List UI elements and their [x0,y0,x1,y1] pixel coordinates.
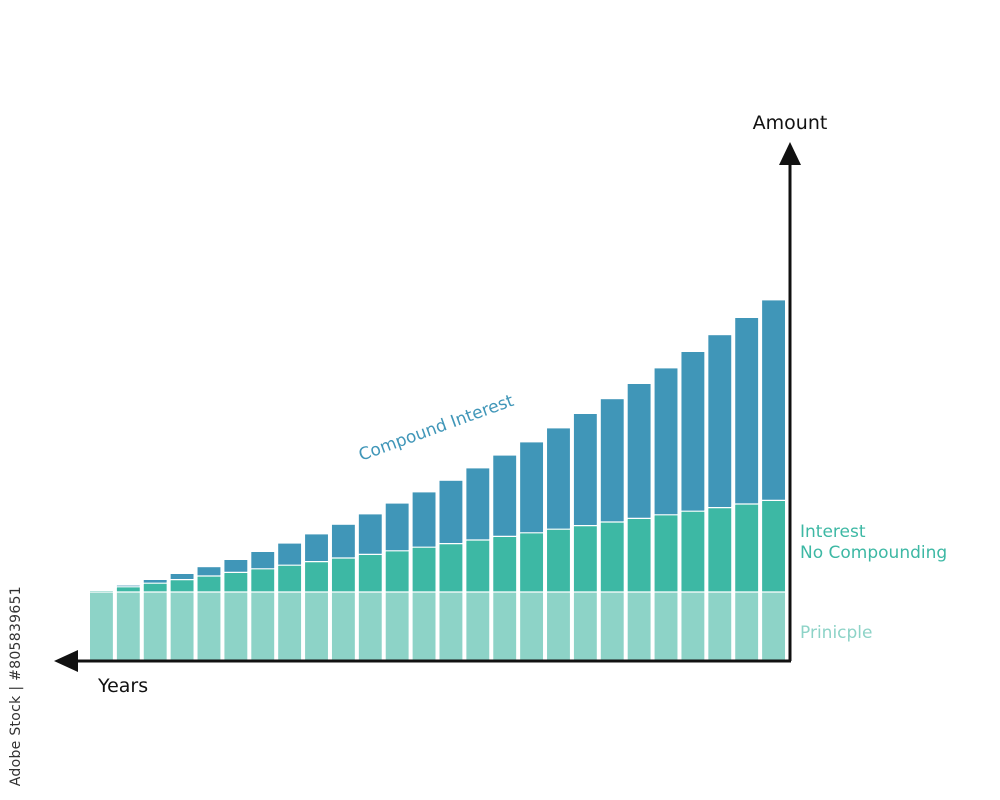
bar-simple-interest-8 [278,565,302,592]
watermark-text: Adobe Stock | #805839651 [8,585,24,786]
bar-compound-interest-12 [385,503,409,551]
bar-compound-interest-22 [654,368,678,515]
bar-compound-interest-6 [224,560,248,573]
bar-compound-interest-11 [358,514,382,555]
bar-compound-interest-19 [573,414,597,526]
bar-principle-7 [251,592,275,660]
bar-compound-interest-18 [547,428,570,530]
bar-principle-16 [493,592,517,660]
bar-simple-interest-26 [762,500,785,592]
bar-compound-interest-13 [412,492,436,548]
bar-compound-interest-23 [681,352,705,512]
bar-principle-19 [573,592,597,660]
x-axis-title: Years [97,675,148,697]
bar-compound-interest-16 [493,455,517,537]
bar-simple-interest-16 [493,536,517,592]
bar-principle-24 [708,592,732,660]
bar-compound-interest-21 [627,384,651,519]
segment-boundary-2 [90,499,785,592]
y-axis-arrow-icon [779,142,801,165]
bar-simple-interest-25 [735,504,759,592]
bar-simple-interest-13 [412,547,436,592]
bar-principle-11 [358,592,382,660]
bar-simple-interest-3 [143,583,167,592]
bar-simple-interest-4 [170,579,194,592]
bar-principle-22 [654,592,678,660]
bar-compound-interest-9 [305,534,328,562]
bars-group [90,300,785,660]
y-axis-title: Amount [753,112,828,134]
bar-compound-interest-4 [170,574,194,580]
bar-principle-12 [385,592,409,660]
bar-compound-interest-26 [762,300,785,501]
bar-simple-interest-12 [385,550,409,592]
series-label-no-compounding: No Compounding [800,543,947,563]
bar-simple-interest-19 [573,525,597,592]
bar-compound-interest-25 [735,318,759,504]
bar-compound-interest-17 [520,442,544,533]
bar-principle-3 [143,592,167,660]
bar-simple-interest-10 [331,558,355,592]
bar-principle-14 [439,592,463,660]
bar-principle-21 [627,592,651,660]
bar-simple-interest-20 [600,522,624,592]
x-axis-arrow-icon [54,650,78,672]
bar-principle-26 [762,592,785,660]
bar-simple-interest-21 [627,518,651,592]
bar-simple-interest-1 [90,590,113,592]
bar-compound-interest-5 [197,567,221,576]
bar-simple-interest-22 [654,514,678,592]
bar-simple-interest-9 [305,561,328,592]
bar-principle-13 [412,592,436,660]
bar-simple-interest-23 [681,511,705,592]
bar-simple-interest-2 [116,586,140,592]
series-label-principle: Prinicple [800,623,872,643]
bar-principle-25 [735,592,759,660]
bar-simple-interest-7 [251,568,275,592]
bar-principle-23 [681,592,705,660]
bar-simple-interest-5 [197,576,221,592]
bar-principle-18 [547,592,570,660]
series-label-interest: Interest [800,522,866,542]
bar-principle-8 [278,592,302,660]
bar-simple-interest-14 [439,543,463,592]
bar-simple-interest-18 [547,529,570,592]
bar-principle-6 [224,592,248,660]
bar-simple-interest-6 [224,572,248,592]
bar-principle-9 [305,592,328,660]
bar-compound-interest-8 [278,543,302,566]
bar-simple-interest-17 [520,532,544,592]
bar-principle-1 [90,592,113,660]
bar-principle-15 [466,592,490,660]
bar-compound-interest-14 [439,480,463,544]
bar-compound-interest-7 [251,552,275,569]
bar-principle-10 [331,592,355,660]
bar-principle-2 [116,592,140,660]
bar-compound-interest-24 [708,335,732,508]
bar-principle-5 [197,592,221,660]
series-label-compound-interest: Compound Interest [356,391,517,466]
bar-principle-17 [520,592,544,660]
bar-compound-interest-20 [600,399,624,522]
bar-simple-interest-11 [358,554,382,592]
bar-compound-interest-15 [466,468,490,540]
bar-principle-4 [170,592,194,660]
bar-simple-interest-24 [708,507,732,592]
bar-simple-interest-15 [466,540,490,592]
bar-compound-interest-2 [116,585,140,587]
bar-compound-interest-10 [331,524,355,558]
bar-compound-interest-3 [143,580,167,584]
bar-principle-20 [600,592,624,660]
